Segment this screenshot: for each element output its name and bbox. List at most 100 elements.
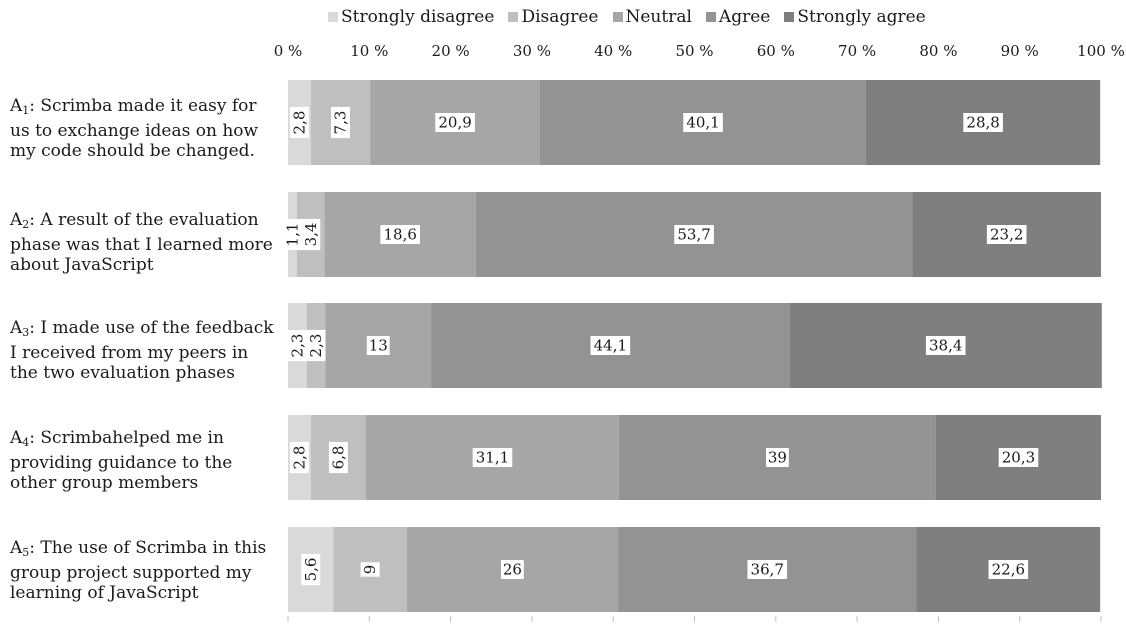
x-tick-label: 60 % [757, 42, 795, 60]
x-tick-label: 50 % [675, 42, 713, 60]
legend-label: Strongly agree [797, 7, 926, 27]
data-label-box [301, 553, 321, 586]
legend-swatch [612, 12, 623, 22]
category-prefix: A [10, 96, 23, 116]
category-subscript: 4 [22, 436, 30, 449]
data-label-box [435, 113, 475, 132]
legend-label: Neutral [625, 7, 692, 27]
data-label-box [683, 113, 723, 132]
bars [288, 80, 1102, 612]
category-text: : The use of Scrimba in this group proje… [10, 538, 267, 603]
legend-item: Agree [705, 7, 771, 27]
data-labels: 2,8 7,3 20,9 40,1 28,81,1 3,4 18,6 53,7 23,22,3 2… [282, 106, 1039, 586]
data-label: 22,6 [988, 560, 1029, 579]
x-tick-label: 80 % [919, 42, 957, 60]
data-label: 20,9 [435, 113, 475, 132]
data-label: 40,1 [683, 113, 723, 132]
data-label-box [282, 218, 302, 251]
legend-label: Disagree [521, 7, 599, 27]
data-label: 6,8 [328, 441, 348, 474]
data-label: 3,4 [301, 218, 321, 251]
category-prefix: A [10, 210, 23, 230]
data-label: 28,8 [963, 113, 1003, 132]
category-label: A5: The use of Scrimba in this group pro… [10, 538, 278, 603]
data-label-text: 23,2 [990, 226, 1023, 244]
category-subscript: 1 [22, 104, 30, 117]
data-label-text: 5,6 [302, 558, 320, 582]
x-tick-label: 100 % [1077, 42, 1125, 60]
data-label-box [963, 113, 1003, 132]
category-prefix: A [10, 318, 23, 338]
x-tick-label: 0 % [274, 42, 303, 60]
data-label-text: 7,3 [331, 111, 349, 135]
data-label-text: 2,8 [290, 446, 308, 470]
data-label-box [590, 336, 631, 355]
data-label-box [747, 560, 788, 579]
legend-item: Neutral [612, 7, 692, 27]
legend-item: Disagree [508, 7, 599, 27]
data-label-text: 36,7 [751, 561, 784, 579]
x-tick-label: 70 % [838, 42, 876, 60]
data-label: 13 [366, 336, 390, 355]
data-label-box [925, 336, 966, 355]
category-text: : Scrimbahelped me in providing guidance… [10, 428, 233, 493]
data-label-box [330, 106, 350, 139]
category-text: : A result of the evaluation phase was t… [10, 210, 273, 275]
data-label-text: 2,8 [290, 111, 308, 135]
legend: Strongly disagree Disagree Neutral Agree Str… [328, 6, 940, 28]
data-label: 2,8 [289, 106, 309, 139]
data-label-text: 20,3 [1002, 449, 1035, 467]
data-label-text: 38,4 [929, 337, 962, 355]
category-prefix: A [10, 538, 23, 558]
data-label-text: 3,4 [302, 223, 320, 247]
data-label-box [500, 560, 524, 579]
data-label-text: 13 [369, 337, 388, 355]
x-axis: 0 % 10 % 20 % 30 % 40 % 50 % 60 % 70 % 80 % 90 % 1… [274, 42, 1125, 622]
category-label: A1: Scrimba made it easy for us to excha… [10, 96, 278, 161]
data-label-box [360, 562, 380, 577]
data-label-text: 53,7 [677, 226, 710, 244]
data-label-text: 28,8 [966, 114, 999, 132]
data-label-text: 39 [768, 449, 787, 467]
data-label: 1,1 [282, 218, 302, 251]
category-text: : Scrimba made it easy for us to exchang… [10, 96, 259, 161]
data-label-box [766, 448, 789, 467]
category-label: A4: Scrimbahelped me in providing guidan… [10, 428, 278, 493]
data-label-box [306, 329, 326, 362]
data-label-text: 2,3 [288, 334, 306, 358]
legend-swatch [705, 12, 716, 22]
data-label-text: 20,9 [438, 114, 471, 132]
data-label-text: 2,3 [307, 334, 325, 358]
data-label-text: 31,1 [476, 449, 509, 467]
data-label-text: 18,6 [383, 226, 416, 244]
x-tick-label: 20 % [432, 42, 470, 60]
legend-swatch [328, 12, 338, 22]
legend-item: Strongly disagree [328, 7, 494, 27]
category-prefix: A [10, 428, 23, 448]
data-label-box [380, 225, 420, 244]
data-label: 20,3 [998, 448, 1039, 467]
data-label: 2,3 [287, 329, 307, 362]
data-label: 7,3 [330, 106, 350, 139]
data-label-text: 22,6 [992, 561, 1025, 579]
data-label-text: 26 [503, 561, 522, 579]
category-label: A2: A result of the evaluation phase was… [10, 210, 278, 275]
data-label-box [472, 448, 513, 467]
data-label-text: 6,8 [329, 446, 347, 470]
data-label-box [287, 329, 307, 362]
data-label: 23,2 [986, 225, 1027, 244]
data-label-box [328, 441, 348, 474]
data-label: 36,7 [747, 560, 788, 579]
data-label: 26 [500, 560, 524, 579]
data-label-text: 44,1 [594, 337, 627, 355]
data-label-box [301, 218, 321, 251]
data-label-box [986, 225, 1027, 244]
category-subscript: 5 [22, 546, 30, 559]
data-label-text: 40,1 [686, 114, 719, 132]
data-label: 38,4 [925, 336, 966, 355]
legend-swatch [508, 12, 519, 22]
data-label-text: 9 [361, 565, 379, 575]
legend-label: Agree [718, 7, 771, 27]
legend-label: Strongly disagree [341, 7, 495, 27]
